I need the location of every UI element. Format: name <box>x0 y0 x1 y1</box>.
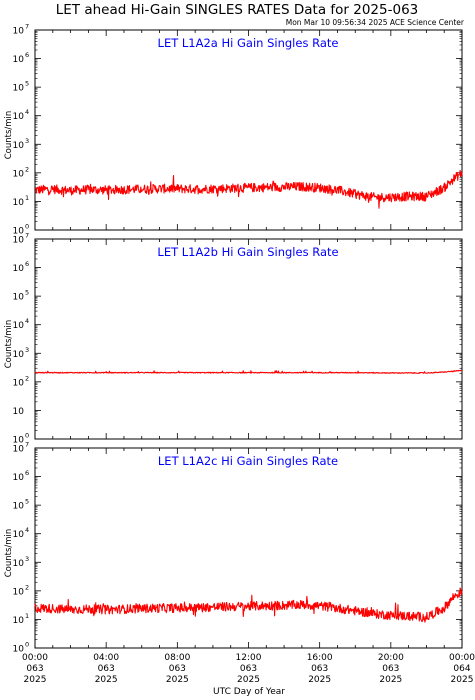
y-tick-label-base: 10 <box>13 559 25 569</box>
x-tick-label-time: 16:00 <box>307 653 333 663</box>
y-tick-label-exponent: 6 <box>25 469 29 477</box>
y-tick-label-exponent: 6 <box>25 51 29 59</box>
x-tick-label-year: 2025 <box>308 675 331 685</box>
x-tick-label-doy: 063 <box>26 664 43 674</box>
y-tick-label-base: 10 <box>13 112 25 122</box>
y-tick-label-base: 10 <box>13 378 25 388</box>
x-tick-label-time: 04:00 <box>93 653 119 663</box>
y-tick-label-exponent: 0 <box>25 223 29 231</box>
y-tick-label-base: 10 <box>13 445 25 455</box>
panel-title: LET L1A2c Hi Gain Singles Rate <box>158 454 338 468</box>
y-tick-label-base: 10 <box>13 236 25 246</box>
y-tick-label-base: 10 <box>13 407 25 417</box>
x-tick-label-doy: 063 <box>98 664 115 674</box>
x-tick-label-time: 00:00 <box>22 653 48 663</box>
y-tick-label-exponent: 7 <box>25 441 29 449</box>
x-tick-label-doy: 064 <box>453 664 470 674</box>
y-axis-label: Counts/min <box>4 111 14 160</box>
y-tick-label-base: 10 <box>13 141 25 151</box>
y-tick-label-exponent: 3 <box>25 346 29 354</box>
y-tick-label-base: 10 <box>13 227 25 237</box>
y-tick-label-base: 10 <box>13 645 25 655</box>
y-tick-label-base: 10 <box>13 27 25 37</box>
y-tick-label-exponent: 1 <box>25 612 29 620</box>
x-tick-label-doy: 063 <box>240 664 257 674</box>
y-tick-label-base: 10 <box>13 502 25 512</box>
panel-title: LET L1A2b Hi Gain Singles Rate <box>157 245 338 259</box>
y-tick-label-base: 10 <box>13 198 25 208</box>
x-tick-label-time: 20:00 <box>378 653 404 663</box>
y-tick-label-exponent: 2 <box>25 165 29 173</box>
y-tick-label-base: 10 <box>13 169 25 179</box>
x-tick-label-year: 2025 <box>451 675 474 685</box>
plot-frame <box>34 29 463 231</box>
figure-timestamp: Mon Mar 10 09:56:34 2025 ACE Science Cen… <box>286 18 465 27</box>
y-tick-label-exponent: 3 <box>25 137 29 145</box>
y-tick-label-exponent: 0 <box>25 432 29 440</box>
series-line-2 <box>34 369 463 374</box>
y-tick-label-base: 10 <box>13 436 25 446</box>
y-tick-label-base: 10 <box>13 473 25 483</box>
y-tick-label-exponent: 5 <box>25 498 29 506</box>
x-tick-label-year: 2025 <box>166 675 189 685</box>
x-axis-label: UTC Day of Year <box>213 687 285 697</box>
series-line-1 <box>34 169 463 209</box>
x-tick-label-doy: 063 <box>169 664 186 674</box>
x-tick-labels: 00:00063202504:00063202508:00063202512:0… <box>22 653 475 685</box>
y-axis-label: Counts/min <box>4 529 14 578</box>
y-tick-label-exponent: 0 <box>25 641 29 649</box>
x-tick-label-year: 2025 <box>95 675 118 685</box>
x-tick-label-time: 08:00 <box>164 653 190 663</box>
series-line-3 <box>34 587 463 623</box>
y-tick-label-base: 10 <box>13 616 25 626</box>
y-tick-label-base: 10 <box>13 587 25 597</box>
y-tick-label-exponent: 1 <box>25 194 29 202</box>
y-tick-label-base: 10 <box>13 84 25 94</box>
plot-frame <box>34 238 463 440</box>
y-tick-label-exponent: 6 <box>25 260 29 268</box>
x-tick-label-time: 12:00 <box>236 653 262 663</box>
panel-title: LET L1A2a Hi Gain Singles Rate <box>158 36 339 50</box>
y-tick-label-base: 10 <box>13 264 25 274</box>
y-axis-label: Counts/min <box>4 320 14 369</box>
x-tick-label-time: 00:00 <box>449 653 475 663</box>
y-tick-label-exponent: 7 <box>25 232 29 240</box>
y-tick-label-exponent: 5 <box>25 80 29 88</box>
y-tick-label-base: 10 <box>13 530 25 540</box>
y-tick-label-exponent: 4 <box>25 317 29 325</box>
y-tick-label-base: 10 <box>13 321 25 331</box>
y-tick-label-exponent: 3 <box>25 555 29 563</box>
y-tick-label-exponent: 7 <box>25 23 29 31</box>
y-tick-label-exponent: 4 <box>25 108 29 116</box>
figure-title: LET ahead Hi-Gain SINGLES RATES Data for… <box>56 2 419 18</box>
y-tick-label-exponent: 2 <box>25 583 29 591</box>
y-tick-label-exponent: 2 <box>25 374 29 382</box>
y-tick-label-base: 10 <box>13 350 25 360</box>
x-tick-label-year: 2025 <box>237 675 260 685</box>
x-tick-label-doy: 063 <box>311 664 328 674</box>
y-tick-label-base: 10 <box>13 293 25 303</box>
x-tick-label-doy: 063 <box>382 664 399 674</box>
x-tick-label-year: 2025 <box>379 675 402 685</box>
y-tick-label-exponent: 4 <box>25 526 29 534</box>
y-tick-label-exponent: 5 <box>25 289 29 297</box>
x-tick-label-year: 2025 <box>24 675 47 685</box>
y-tick-label-base: 10 <box>13 55 25 65</box>
